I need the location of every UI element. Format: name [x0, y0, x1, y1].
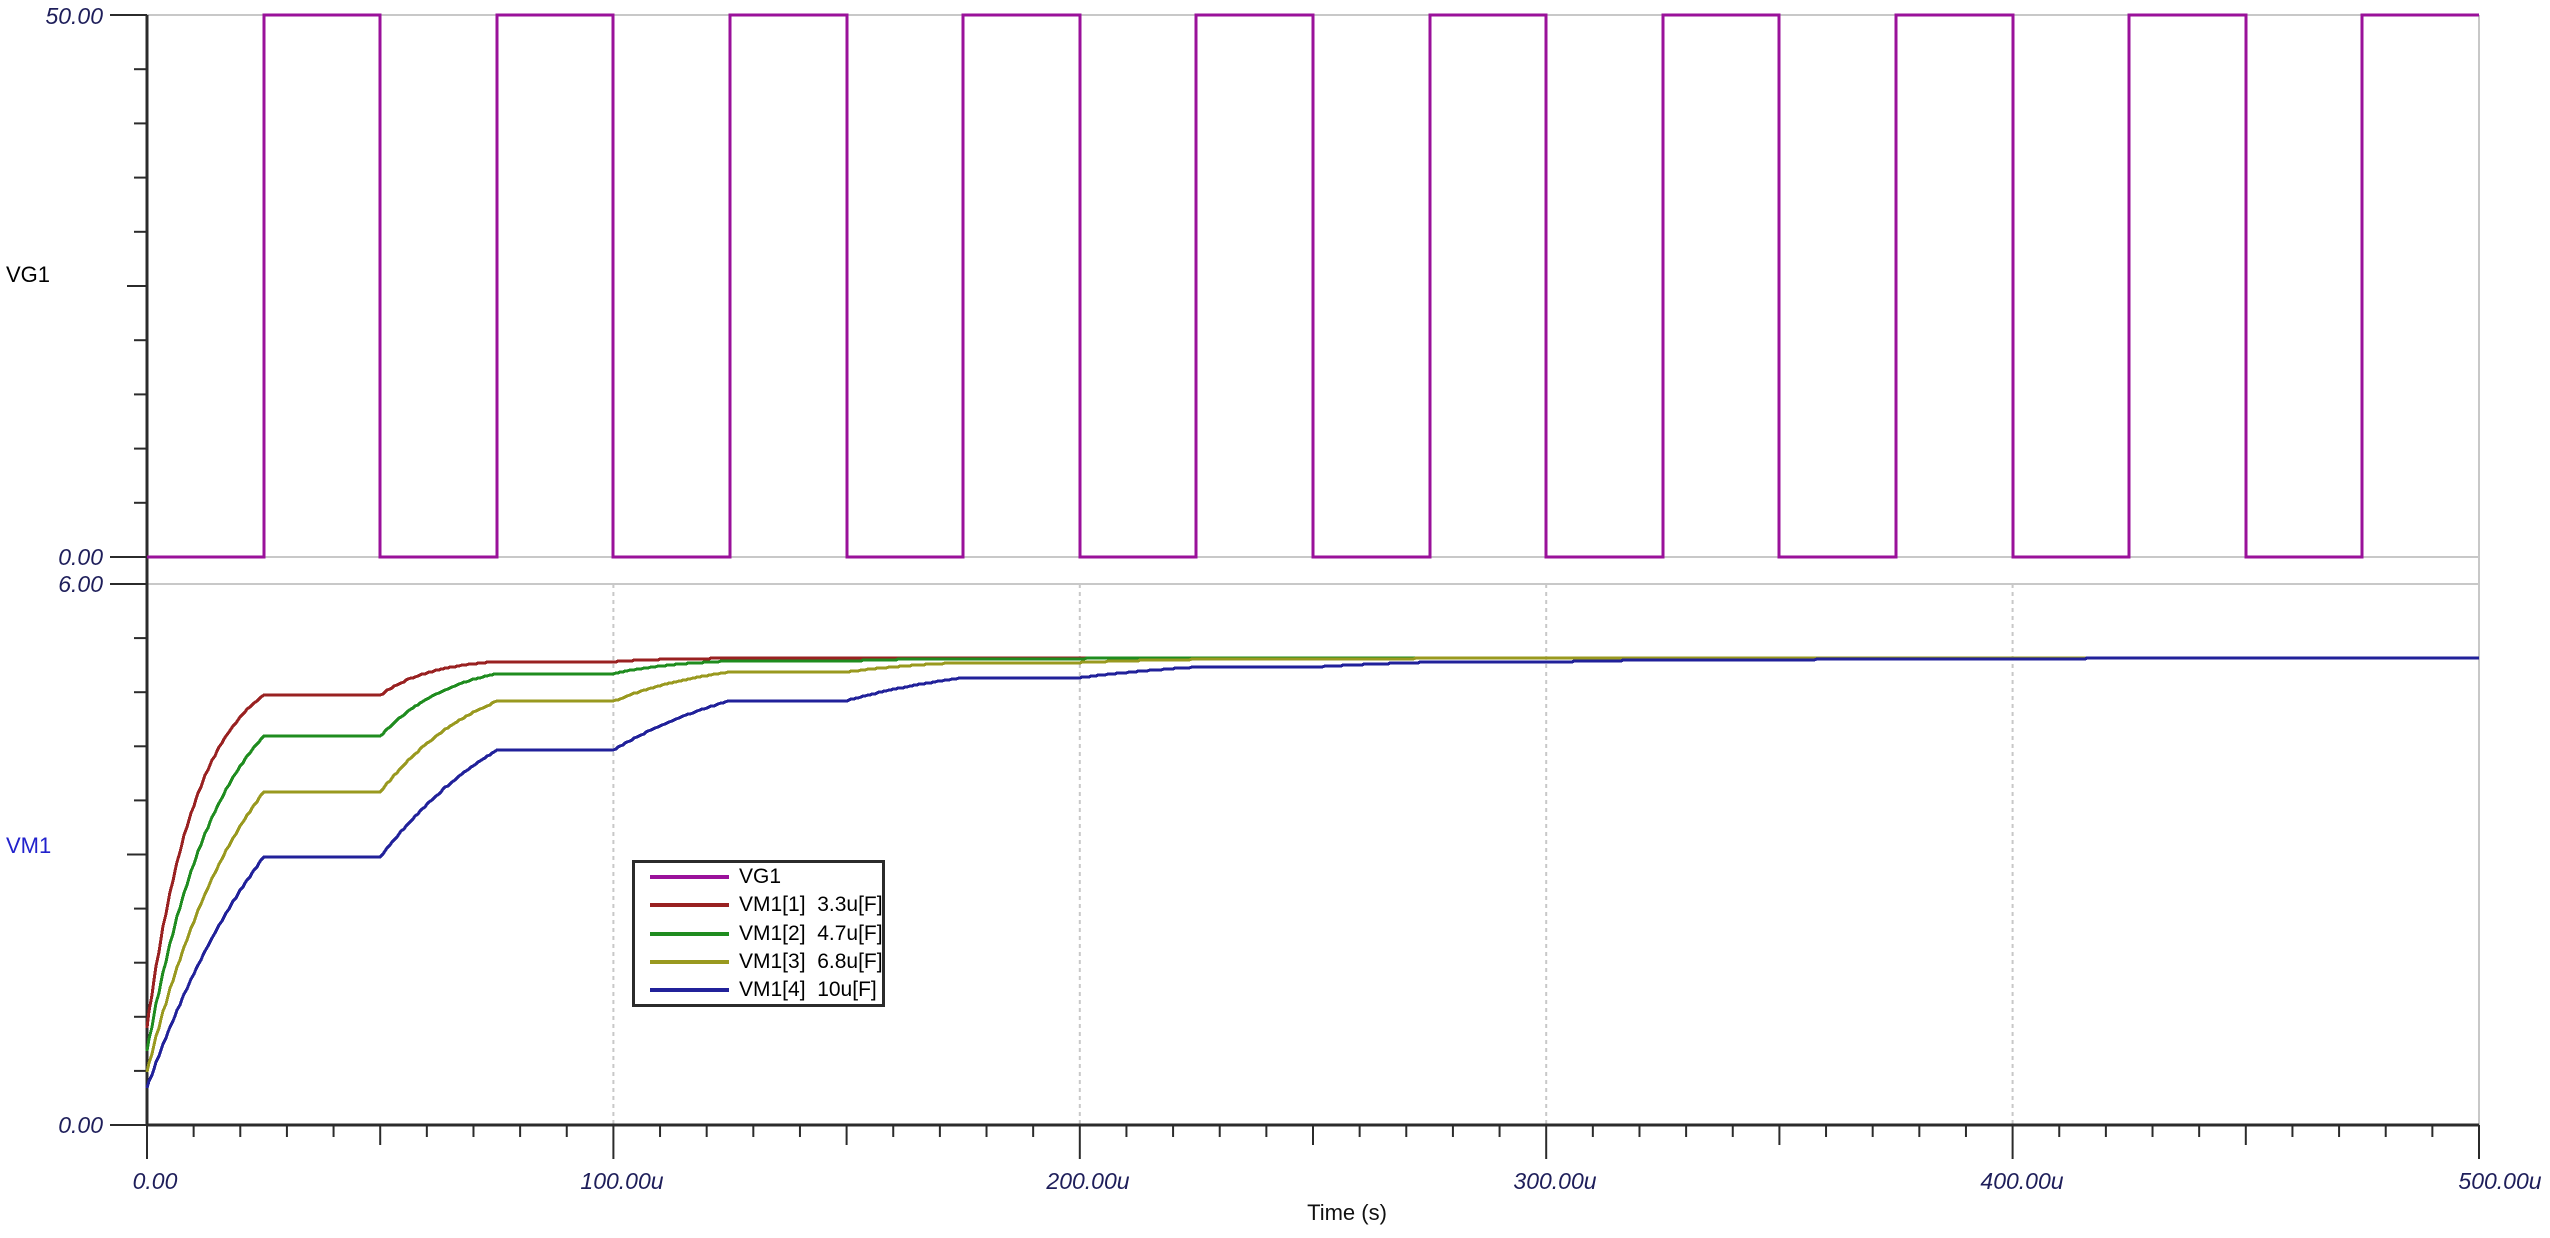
- top-plot-ymin-label: 0.00: [58, 544, 103, 570]
- legend-entry-vm1-3: VM1[3] 6.8u[F]: [650, 948, 883, 976]
- vg1-waveform: [147, 13, 2479, 559]
- vm1-curve-3: [145, 656, 2479, 1073]
- xtick-label-0: 0.00: [132, 1168, 178, 1194]
- legend-box: VG1 VM1[1] 3.3u[F] VM1[2] 4.7u[F] VM1[3]…: [632, 860, 885, 1007]
- legend-label-vm1-4: VM1[4] 10u[F]: [739, 977, 877, 1001]
- legend-label-vm1-1: VM1[1] 3.3u[F]: [739, 893, 883, 917]
- top-plot-ymax-label: 50.00: [45, 3, 103, 29]
- legend-label-vm1-3: VM1[3] 6.8u[F]: [739, 949, 883, 973]
- xtick-label-100u: 100.00u: [580, 1168, 664, 1194]
- vm1-curve-2: [145, 656, 2479, 1052]
- legend-entry-vg1: VG1: [650, 863, 882, 891]
- x-axis-title: Time (s): [1307, 1200, 1387, 1225]
- legend-entry-vm1-4: VM1[4] 10u[F]: [650, 976, 882, 1004]
- legend-line-sample-vm1-4: [650, 987, 729, 992]
- xtick-label-500u: 500.00u: [2458, 1168, 2542, 1194]
- xtick-label-400u: 400.00u: [1980, 1168, 2064, 1194]
- xtick-label-200u: 200.00u: [1046, 1168, 1130, 1194]
- legend-entry-vm1-2: VM1[2] 4.7u[F]: [650, 919, 883, 947]
- legend-line-sample-vg1: [650, 875, 729, 880]
- legend-line-sample-vm1-3: [650, 959, 729, 964]
- legend-line-sample-vm1-1: [650, 903, 729, 908]
- legend-entry-vm1-1: VM1[1] 3.3u[F]: [650, 891, 883, 919]
- bottom-plot-ymin-label: 0.00: [58, 1112, 103, 1138]
- legend-line-sample-vm1-2: [650, 931, 729, 936]
- legend-label-vm1-2: VM1[2] 4.7u[F]: [739, 921, 883, 945]
- xtick-label-300u: 300.00u: [1513, 1168, 1597, 1194]
- vm1-curve-1: [145, 656, 2479, 1029]
- bottom-plot-ylabel: VM1: [6, 833, 52, 858]
- vm1-curve-4: [145, 656, 2479, 1089]
- top-plot-ylabel: VG1: [6, 262, 51, 287]
- bottom-plot-ymax-label: 6.00: [58, 571, 103, 597]
- legend-label-vg1: VG1: [739, 865, 782, 889]
